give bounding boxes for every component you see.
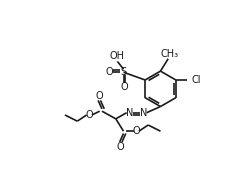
Text: O: O <box>95 91 103 101</box>
Text: CH₃: CH₃ <box>161 49 179 59</box>
Text: O: O <box>132 126 140 136</box>
Text: Cl: Cl <box>192 75 202 85</box>
Text: S: S <box>121 67 127 77</box>
Text: O: O <box>105 66 113 76</box>
Text: O: O <box>121 82 128 92</box>
Text: N: N <box>140 108 147 118</box>
Text: OH: OH <box>110 51 125 61</box>
Text: O: O <box>86 110 93 120</box>
Text: O: O <box>117 142 124 152</box>
Text: N: N <box>126 108 133 118</box>
